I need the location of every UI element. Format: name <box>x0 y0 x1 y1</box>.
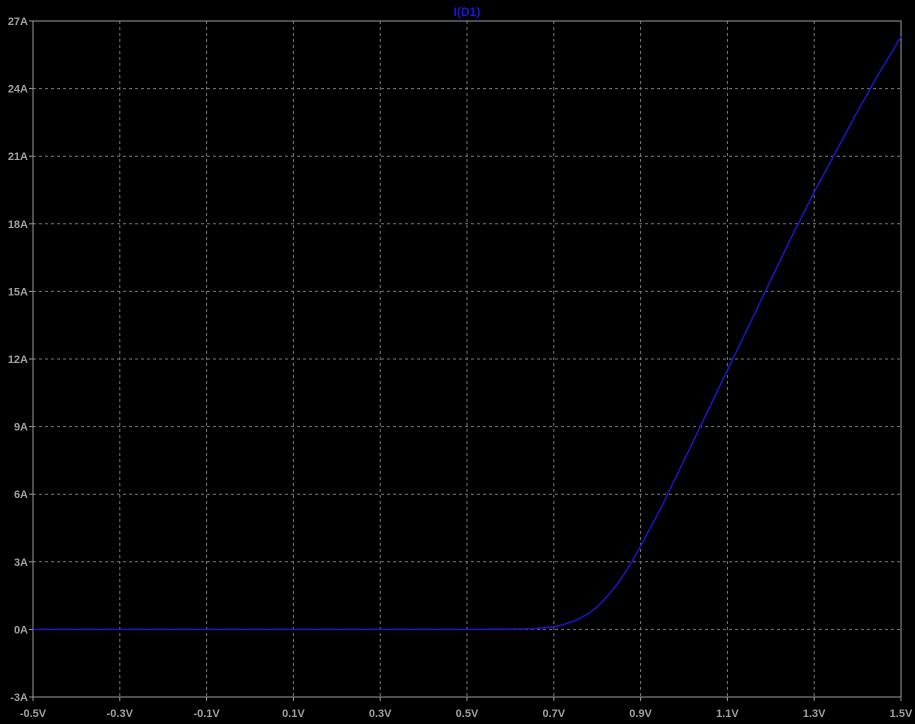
x-axis-tick-labels: -0.5V -0.3V -0.1V 0.1V 0.3V 0.5V 0.7V 0.9V 1.1V 1… <box>20 708 913 720</box>
x-tick-label: 1.3V <box>803 708 826 720</box>
y-tick-label: 21A <box>8 151 28 163</box>
y-tick-label: 12A <box>8 354 28 366</box>
x-tick-label: -0.1V <box>193 708 220 720</box>
y-tick-label: 3A <box>14 557 28 569</box>
trace-name-label[interactable]: I(D1) <box>454 5 481 19</box>
x-tick-label: -0.5V <box>20 708 47 720</box>
x-tick-label: 1.5V <box>890 708 913 720</box>
y-tick-label: 15A <box>8 286 28 298</box>
series-line-i-d1[interactable] <box>33 36 902 631</box>
x-tick-label: 0.1V <box>282 708 305 720</box>
y-tick-label: 6A <box>14 489 28 501</box>
y-tick-label: 0A <box>14 624 28 636</box>
x-tick-label: 0.9V <box>629 708 652 720</box>
grid <box>33 21 901 697</box>
y-tick-label: 9A <box>14 422 28 434</box>
x-tick-label: 1.1V <box>716 708 739 720</box>
y-tick-label: 18A <box>8 219 28 231</box>
x-tick-label: 0.7V <box>542 708 565 720</box>
y-axis-tick-labels: -3A 0A 3A 6A 9A 12A 15A 18A 21A 24A 27A <box>8 16 28 704</box>
x-tick-label: 0.3V <box>369 708 392 720</box>
axis-ticks <box>29 20 902 701</box>
y-tick-label: 27A <box>8 16 28 28</box>
y-tick-label: -3A <box>10 692 28 704</box>
x-tick-label: -0.3V <box>107 708 134 720</box>
x-tick-label: 0.5V <box>456 708 479 720</box>
series-layer <box>33 36 902 631</box>
y-tick-label: 24A <box>8 84 28 96</box>
